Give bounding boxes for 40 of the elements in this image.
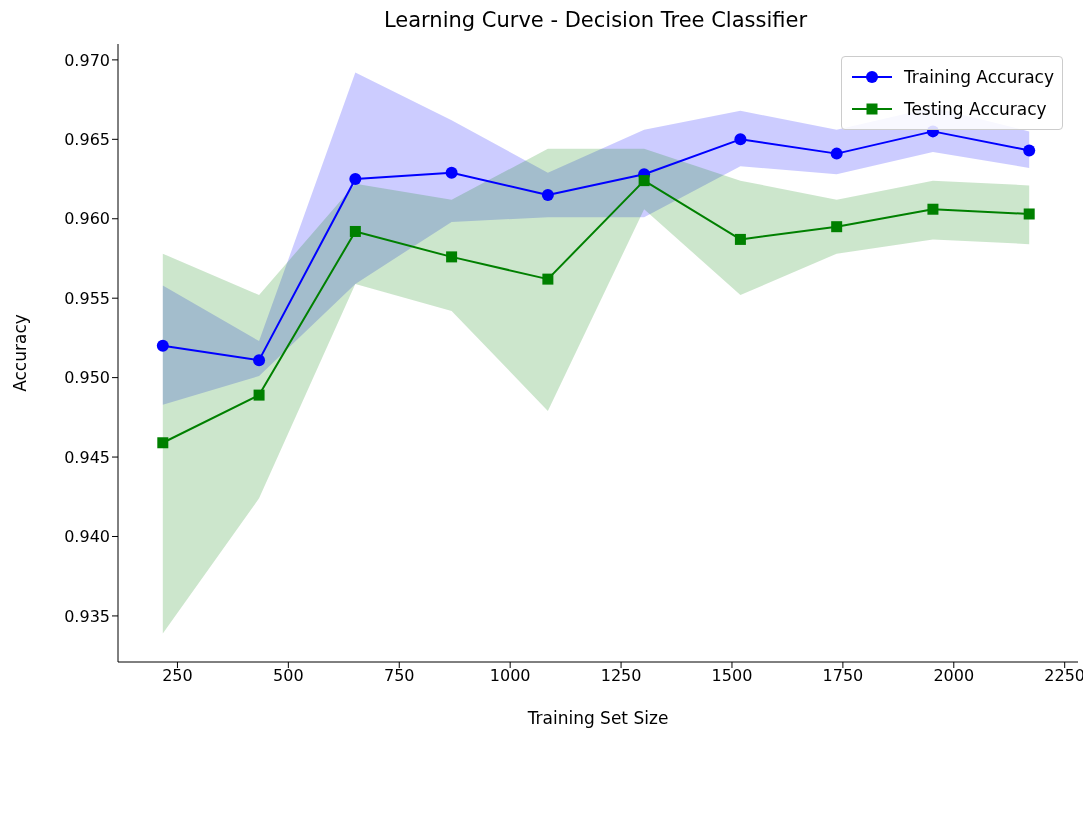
- point: [734, 233, 746, 245]
- y-tick-label: 0.945: [64, 447, 110, 467]
- x-tick-label: 2000: [933, 666, 975, 686]
- x-tick-label: 1000: [489, 666, 531, 686]
- x-tick-label: 250: [162, 666, 193, 686]
- point: [542, 273, 554, 285]
- point: [1023, 144, 1036, 157]
- legend-label: Training Accuracy: [903, 67, 1054, 87]
- x-tick-label: 1750: [822, 666, 864, 686]
- point: [253, 354, 266, 367]
- x-axis-title: Training Set Size: [526, 708, 669, 728]
- y-tick-label: 0.940: [64, 527, 110, 547]
- y-tick-label: 0.960: [64, 209, 110, 229]
- y-tick-label: 0.950: [64, 368, 110, 388]
- point: [638, 175, 650, 187]
- y-tick-label: 0.955: [64, 288, 110, 308]
- x-tick-label: 500: [273, 666, 304, 686]
- point: [349, 173, 362, 186]
- point: [349, 225, 361, 237]
- x-tick-label: 1500: [711, 666, 753, 686]
- y-tick-label: 0.965: [64, 130, 110, 149]
- point: [927, 203, 939, 215]
- y-tick-label: 0.970: [64, 50, 110, 70]
- legend-label: Testing Accuracy: [903, 99, 1047, 119]
- x-tick-label: 750: [383, 666, 415, 686]
- point: [253, 389, 265, 401]
- point: [734, 133, 747, 146]
- y-axis-title: Accuracy: [10, 314, 31, 392]
- point: [445, 166, 458, 179]
- point: [1023, 208, 1035, 220]
- point: [156, 339, 169, 352]
- point: [157, 437, 169, 449]
- y-tick-label: 0.935: [64, 606, 110, 626]
- point: [831, 221, 843, 233]
- point: [541, 188, 554, 201]
- chart-title: Learning Curve - Decision Tree Classifier: [382, 8, 809, 34]
- x-tick-label: 1250: [600, 666, 642, 686]
- x-tick-label: 2250: [1044, 666, 1086, 686]
- point: [446, 251, 458, 263]
- point: [830, 147, 843, 160]
